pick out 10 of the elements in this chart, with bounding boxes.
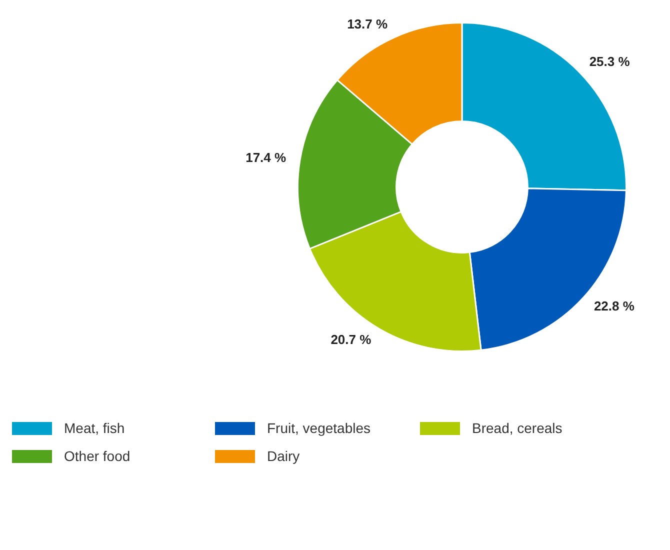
legend-label: Other food	[64, 448, 130, 464]
data-label: 22.8 %	[594, 298, 635, 314]
data-label: 25.3 %	[589, 54, 630, 69]
data-label: 13.7 %	[347, 16, 388, 32]
legend-label: Fruit, vegetables	[267, 420, 370, 436]
data-label: 20.7 %	[330, 332, 372, 347]
legend-label: Dairy	[267, 448, 300, 464]
legend-label: Meat, fish	[64, 420, 125, 436]
data-label: 17.4 %	[246, 150, 287, 165]
legend-label: Bread, cereals	[472, 420, 562, 436]
